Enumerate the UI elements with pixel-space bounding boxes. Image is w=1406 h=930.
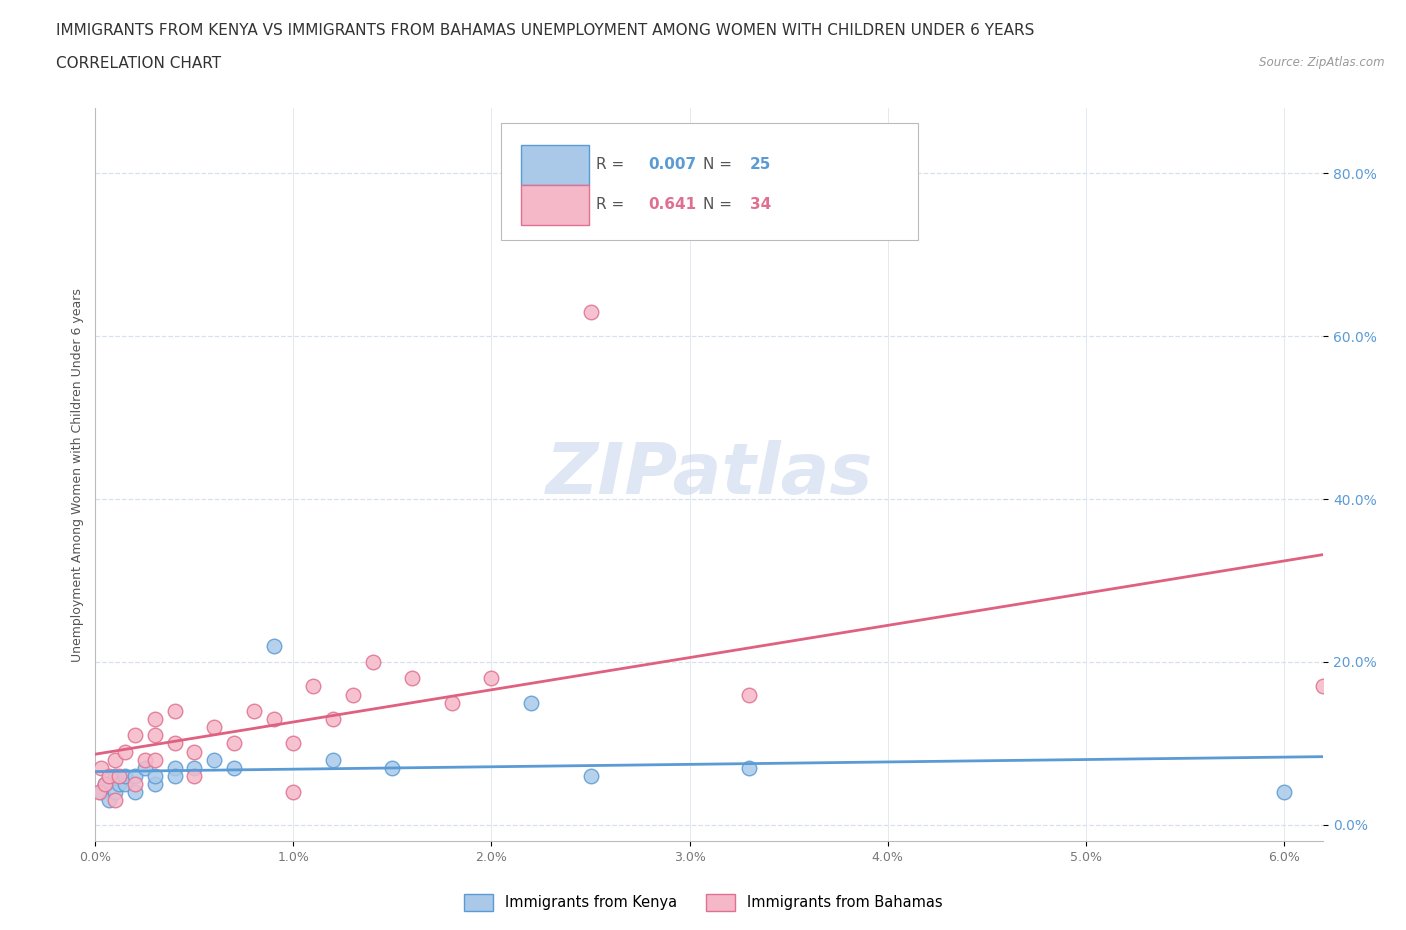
Point bbox=[143, 711, 166, 726]
Text: R =: R = bbox=[596, 197, 630, 212]
Point bbox=[163, 761, 186, 776]
Point bbox=[163, 703, 186, 718]
Point bbox=[263, 638, 285, 653]
Point bbox=[134, 761, 156, 776]
Text: ZIPatlas: ZIPatlas bbox=[546, 440, 873, 509]
Point bbox=[283, 785, 305, 800]
Text: R =: R = bbox=[596, 157, 630, 172]
Point bbox=[163, 736, 186, 751]
Point bbox=[738, 761, 761, 776]
Text: 25: 25 bbox=[749, 157, 772, 172]
Point bbox=[94, 777, 117, 791]
Text: CORRELATION CHART: CORRELATION CHART bbox=[56, 56, 221, 71]
Point bbox=[1272, 785, 1295, 800]
Point bbox=[183, 768, 205, 783]
Point bbox=[90, 761, 112, 776]
Point bbox=[108, 768, 131, 783]
Text: 0.007: 0.007 bbox=[648, 157, 696, 172]
Point bbox=[342, 687, 364, 702]
Point bbox=[1312, 679, 1334, 694]
Point bbox=[183, 761, 205, 776]
FancyBboxPatch shape bbox=[501, 123, 918, 240]
Point bbox=[89, 785, 111, 800]
Point bbox=[124, 785, 146, 800]
Point bbox=[579, 768, 602, 783]
Point bbox=[202, 752, 225, 767]
Point bbox=[104, 752, 127, 767]
Point bbox=[114, 768, 136, 783]
Point bbox=[401, 671, 423, 685]
Point bbox=[98, 793, 121, 808]
Legend: Immigrants from Kenya, Immigrants from Bahamas: Immigrants from Kenya, Immigrants from B… bbox=[457, 886, 949, 918]
Text: IMMIGRANTS FROM KENYA VS IMMIGRANTS FROM BAHAMAS UNEMPLOYMENT AMONG WOMEN WITH C: IMMIGRANTS FROM KENYA VS IMMIGRANTS FROM… bbox=[56, 23, 1035, 38]
Point bbox=[90, 785, 112, 800]
Point bbox=[520, 696, 543, 711]
Point bbox=[202, 720, 225, 735]
Text: 0.641: 0.641 bbox=[648, 197, 696, 212]
Point bbox=[481, 671, 503, 685]
Point bbox=[440, 696, 463, 711]
Text: N =: N = bbox=[703, 157, 737, 172]
Point bbox=[143, 777, 166, 791]
Point bbox=[134, 752, 156, 767]
Point bbox=[98, 768, 121, 783]
Point bbox=[143, 728, 166, 743]
Point bbox=[381, 761, 404, 776]
Point bbox=[302, 679, 325, 694]
FancyBboxPatch shape bbox=[522, 185, 589, 225]
Point bbox=[124, 728, 146, 743]
Point bbox=[104, 768, 127, 783]
Text: Source: ZipAtlas.com: Source: ZipAtlas.com bbox=[1260, 56, 1385, 69]
Point bbox=[263, 711, 285, 726]
Point bbox=[104, 785, 127, 800]
Point bbox=[124, 777, 146, 791]
Point bbox=[114, 777, 136, 791]
Point bbox=[738, 687, 761, 702]
Y-axis label: Unemployment Among Women with Children Under 6 years: Unemployment Among Women with Children U… bbox=[72, 287, 84, 661]
Point bbox=[222, 736, 245, 751]
Point bbox=[143, 768, 166, 783]
Point bbox=[283, 736, 305, 751]
Text: N =: N = bbox=[703, 197, 737, 212]
Point bbox=[114, 744, 136, 759]
Point bbox=[322, 752, 344, 767]
Point bbox=[222, 761, 245, 776]
Point bbox=[579, 304, 602, 319]
FancyBboxPatch shape bbox=[522, 145, 589, 185]
Point bbox=[361, 655, 384, 670]
Text: 34: 34 bbox=[749, 197, 770, 212]
Point bbox=[108, 777, 131, 791]
Point bbox=[322, 711, 344, 726]
Point bbox=[104, 793, 127, 808]
Point bbox=[124, 768, 146, 783]
Point bbox=[243, 703, 266, 718]
Point bbox=[94, 777, 117, 791]
Point bbox=[183, 744, 205, 759]
Point bbox=[163, 768, 186, 783]
Point bbox=[143, 752, 166, 767]
